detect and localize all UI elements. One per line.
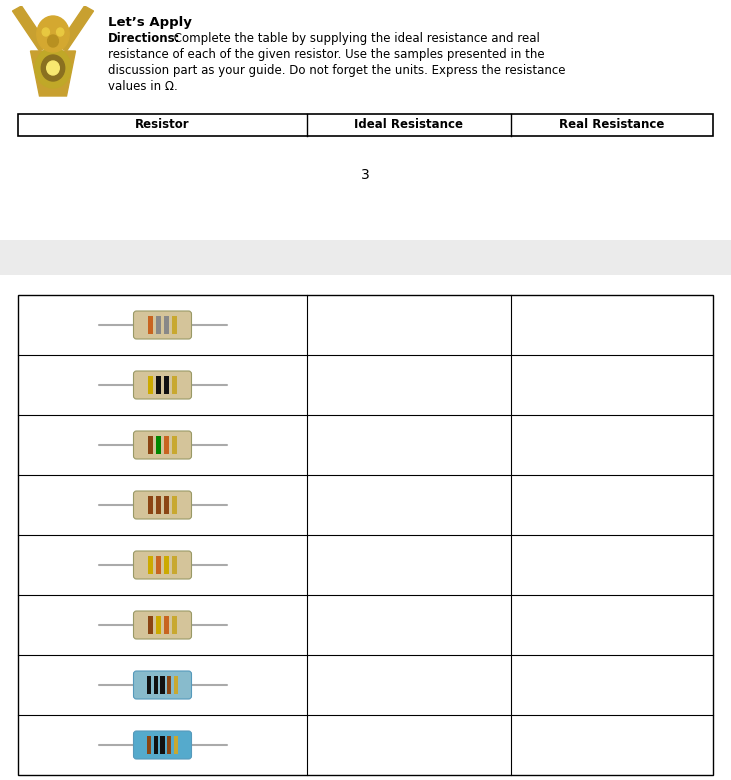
Circle shape <box>42 28 50 36</box>
Bar <box>172 316 178 334</box>
FancyBboxPatch shape <box>134 491 192 519</box>
Bar <box>154 736 158 754</box>
Text: discussion part as your guide. Do not forget the units. Express the resistance: discussion part as your guide. Do not fo… <box>108 64 566 77</box>
Bar <box>156 496 161 514</box>
Bar <box>160 736 164 754</box>
Text: values in Ω.: values in Ω. <box>108 80 178 93</box>
Text: resistance of each of the given resistor. Use the samples presented in the: resistance of each of the given resistor… <box>108 48 545 61</box>
Bar <box>174 676 178 694</box>
Bar <box>167 676 172 694</box>
Circle shape <box>47 61 59 75</box>
Bar <box>160 676 164 694</box>
Circle shape <box>48 35 58 47</box>
Circle shape <box>37 16 69 52</box>
Bar <box>172 556 178 574</box>
Circle shape <box>56 28 64 36</box>
Bar <box>148 316 153 334</box>
Bar <box>148 616 153 634</box>
Polygon shape <box>58 6 94 51</box>
Bar <box>0 240 731 275</box>
Bar <box>172 436 178 454</box>
Bar <box>147 736 151 754</box>
Bar <box>164 616 170 634</box>
FancyBboxPatch shape <box>134 431 192 459</box>
Bar <box>148 556 153 574</box>
Bar <box>148 496 153 514</box>
FancyBboxPatch shape <box>134 731 192 759</box>
Bar <box>18 295 713 775</box>
Bar <box>156 436 161 454</box>
Bar <box>156 316 161 334</box>
Bar <box>164 496 170 514</box>
Bar <box>148 436 153 454</box>
Text: Directions:: Directions: <box>108 32 181 45</box>
FancyBboxPatch shape <box>134 371 192 399</box>
Bar <box>148 376 153 394</box>
Bar <box>172 376 178 394</box>
Bar <box>164 376 170 394</box>
Bar <box>147 676 151 694</box>
Polygon shape <box>12 6 48 51</box>
Polygon shape <box>31 51 75 96</box>
Bar <box>172 496 178 514</box>
Text: Resistor: Resistor <box>135 119 190 132</box>
Circle shape <box>35 48 71 88</box>
Text: Ideal Resistance: Ideal Resistance <box>355 119 463 132</box>
Bar <box>167 736 172 754</box>
Circle shape <box>41 55 65 81</box>
FancyBboxPatch shape <box>134 671 192 699</box>
Text: Complete the table by supplying the ideal resistance and real: Complete the table by supplying the idea… <box>170 32 540 45</box>
Bar <box>164 556 170 574</box>
Bar <box>164 436 170 454</box>
Bar <box>164 316 170 334</box>
Text: Let’s Apply: Let’s Apply <box>108 16 192 29</box>
FancyBboxPatch shape <box>134 551 192 579</box>
Text: Real Resistance: Real Resistance <box>559 119 664 132</box>
Bar <box>174 736 178 754</box>
Bar <box>156 616 161 634</box>
Bar <box>154 676 158 694</box>
Bar <box>156 556 161 574</box>
Bar <box>18 114 713 136</box>
Text: 3: 3 <box>360 168 369 182</box>
Bar <box>156 376 161 394</box>
FancyBboxPatch shape <box>134 311 192 339</box>
Bar <box>172 616 178 634</box>
FancyBboxPatch shape <box>134 611 192 639</box>
